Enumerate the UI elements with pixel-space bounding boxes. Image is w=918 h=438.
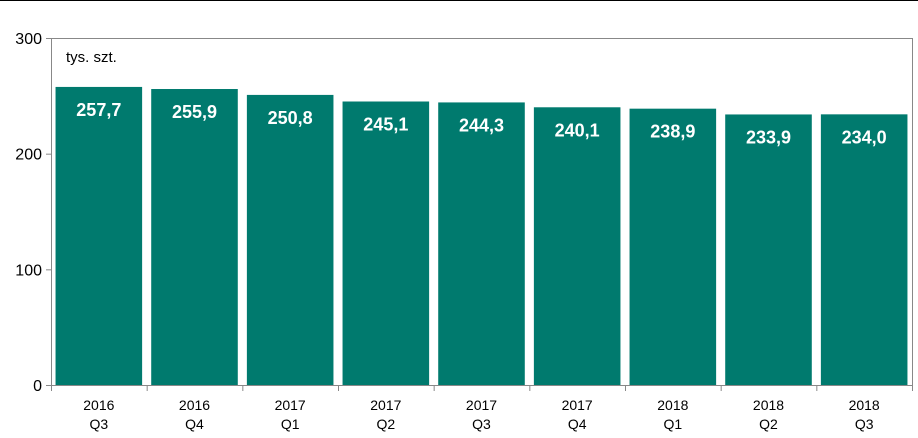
y-tick-label: 100 — [15, 262, 42, 279]
x-tick-label-year: 2017 — [562, 397, 593, 413]
bar — [55, 86, 143, 385]
plot-area — [51, 38, 913, 386]
bar — [246, 94, 334, 386]
x-tick-label-year: 2018 — [753, 397, 784, 413]
x-tick-label-year: 2017 — [370, 397, 401, 413]
x-tick-label-quarter: Q2 — [376, 416, 395, 432]
x-tick-label-quarter: Q4 — [568, 416, 587, 432]
x-tick-label-quarter: Q1 — [663, 416, 682, 432]
x-tick-label-year: 2018 — [657, 397, 688, 413]
bar-value-label: 244,3 — [459, 115, 504, 135]
x-tick-label-year: 2017 — [466, 397, 497, 413]
x-tick-label-quarter: Q2 — [759, 416, 778, 432]
bar — [725, 114, 812, 386]
y-tick-label: 0 — [33, 378, 42, 395]
y-tick-label: 200 — [15, 147, 42, 164]
bar-value-label: 234,0 — [842, 127, 887, 147]
x-tick-label-quarter: Q3 — [472, 416, 491, 432]
bar — [342, 101, 430, 385]
y-tick-label: 300 — [15, 31, 42, 48]
x-tick-label-year: 2016 — [83, 397, 114, 413]
bar-value-label: 255,9 — [172, 102, 217, 122]
x-tick-label-year: 2017 — [275, 397, 306, 413]
y-axis: 0 100 200 300 — [15, 31, 51, 395]
x-axis: 2016 Q3 2016 Q4 2017 Q1 2017 Q2 2017 Q3 2017 Q4 2018… — [51, 385, 913, 432]
bar-value-label: 238,9 — [650, 122, 695, 142]
bars: 257,7 255,9 250,8 245,1 244,3 240,1 238,9 233,9… — [55, 86, 908, 386]
bar — [629, 108, 717, 385]
bar-value-label: 257,7 — [76, 100, 121, 120]
unit-label: tys. szt. — [66, 49, 117, 66]
bar — [151, 89, 238, 385]
plot-border — [51, 38, 913, 386]
x-tick-label-quarter: Q3 — [855, 416, 874, 432]
x-tick-label-quarter: Q3 — [89, 416, 108, 432]
bar-value-label: 233,9 — [746, 127, 791, 147]
bar-value-label: 245,1 — [363, 115, 408, 135]
bar-value-label: 250,8 — [268, 108, 313, 128]
x-tick-label-year: 2016 — [179, 397, 210, 413]
bar — [820, 114, 908, 385]
x-tick-label-year: 2018 — [849, 397, 880, 413]
bar-value-label: 240,1 — [555, 120, 600, 140]
x-tick-label-quarter: Q4 — [185, 416, 204, 432]
bar — [533, 107, 621, 385]
x-tick-label-quarter: Q1 — [281, 416, 300, 432]
bar — [438, 102, 525, 385]
